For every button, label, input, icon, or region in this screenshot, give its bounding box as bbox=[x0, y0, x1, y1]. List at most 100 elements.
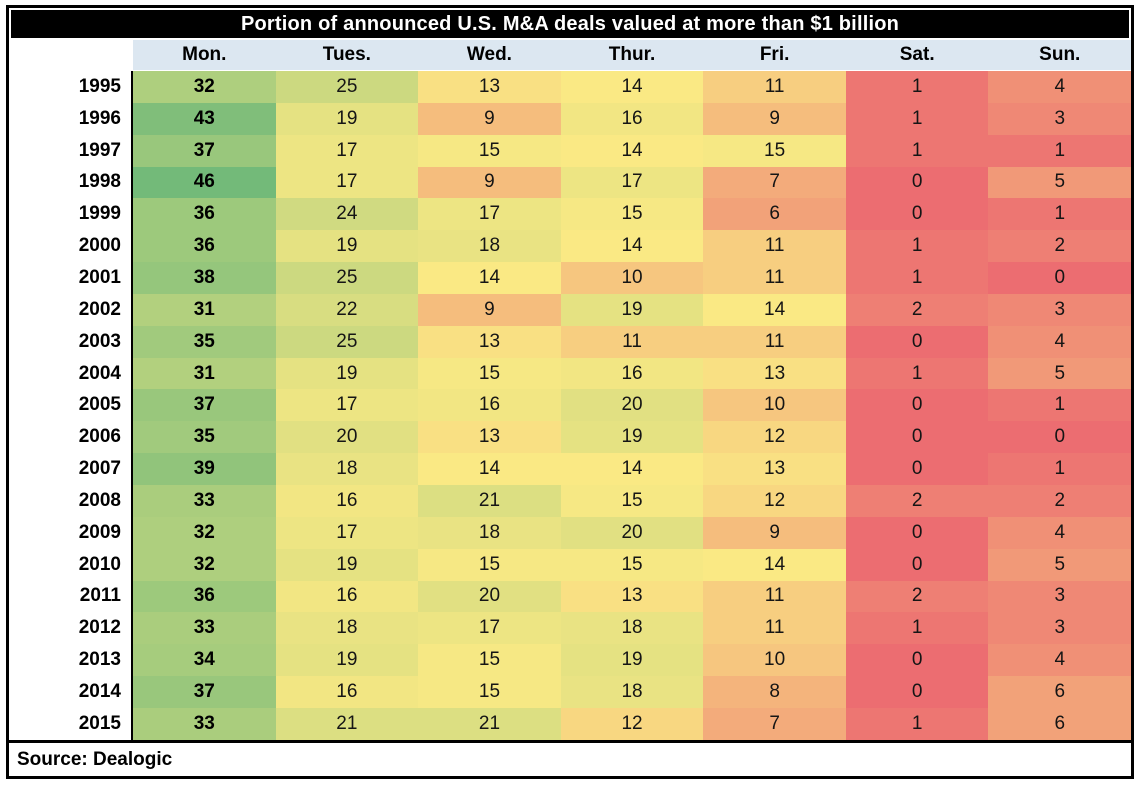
heatmap-cell: 17 bbox=[418, 198, 561, 231]
heatmap-cell: 4 bbox=[988, 516, 1132, 549]
heatmap-cell: 16 bbox=[275, 580, 419, 613]
heatmap-cell: 18 bbox=[560, 612, 704, 645]
heatmap-cell: 9 bbox=[418, 102, 561, 135]
heatmap-cell: 43 bbox=[133, 102, 276, 135]
row-header-year: 2010 bbox=[9, 548, 133, 581]
heatmap-cell: 13 bbox=[560, 580, 704, 613]
heatmap-cell: 46 bbox=[133, 166, 276, 199]
heatmap-cell: 33 bbox=[133, 707, 276, 740]
heatmap-cell: 0 bbox=[988, 262, 1132, 294]
heatmap-cell: 15 bbox=[703, 134, 846, 167]
heatmap-cell: 11 bbox=[703, 262, 846, 294]
column-header-tues: Tues. bbox=[275, 40, 419, 70]
heatmap-cell: 36 bbox=[133, 230, 276, 263]
column-header-sat: Sat. bbox=[845, 40, 989, 70]
heatmap-cell: 25 bbox=[275, 325, 419, 358]
heatmap-cell: 0 bbox=[845, 644, 989, 677]
heatmap-cell: 20 bbox=[418, 580, 561, 613]
row-header-year: 1996 bbox=[9, 102, 133, 135]
heatmap-cell: 17 bbox=[275, 516, 419, 549]
heatmap-cell: 13 bbox=[703, 357, 846, 390]
row-header-year: 1998 bbox=[9, 166, 133, 199]
table-row: 2013 34 19 15 19 10 0 4 bbox=[9, 644, 1132, 677]
table-row: 2009 32 17 18 20 9 0 4 bbox=[9, 516, 1132, 549]
table-row: 2006 35 20 13 19 12 0 0 bbox=[9, 421, 1132, 454]
heatmap-cell: 13 bbox=[418, 71, 561, 103]
heatmap-cell: 35 bbox=[133, 421, 276, 454]
heatmap-cell: 11 bbox=[703, 230, 846, 263]
table-row: 2003 35 25 13 11 11 0 4 bbox=[9, 325, 1132, 358]
heatmap-cell: 1 bbox=[845, 230, 989, 263]
heatmap-cell: 7 bbox=[703, 707, 846, 740]
row-header-year: 2014 bbox=[9, 676, 133, 708]
heatmap-cell: 0 bbox=[845, 421, 989, 454]
heatmap-cell: 31 bbox=[133, 357, 276, 390]
table-row: 1998 46 17 9 17 7 0 5 bbox=[9, 166, 1132, 199]
heatmap-cell: 39 bbox=[133, 453, 276, 485]
heatmap-cell: 14 bbox=[703, 548, 846, 581]
heatmap-cell: 20 bbox=[275, 421, 419, 454]
table-row: 2012 33 18 17 18 11 1 3 bbox=[9, 612, 1132, 645]
heatmap-cell: 3 bbox=[988, 580, 1132, 613]
table-body: 1995 32 25 13 14 11 1 4 1996 43 19 9 16 9 1 3 1997 37 17 15… bbox=[9, 71, 1132, 740]
heatmap-cell: 5 bbox=[988, 357, 1132, 390]
heatmap-cell: 25 bbox=[275, 71, 419, 103]
heatmap-cell: 14 bbox=[418, 262, 561, 294]
heatmap-cell: 7 bbox=[703, 166, 846, 199]
heatmap-cell: 15 bbox=[560, 484, 704, 517]
heatmap-cell: 0 bbox=[845, 389, 989, 422]
heatmap-cell: 0 bbox=[845, 676, 989, 708]
heatmap-cell: 2 bbox=[988, 484, 1132, 517]
table-row: 2005 37 17 16 20 10 0 1 bbox=[9, 389, 1132, 422]
heatmap-cell: 14 bbox=[560, 71, 704, 103]
heatmap-cell: 32 bbox=[133, 548, 276, 581]
heatmap-cell: 15 bbox=[560, 548, 704, 581]
heatmap-cell: 0 bbox=[845, 325, 989, 358]
row-header-year: 2006 bbox=[9, 421, 133, 454]
table-row: 2007 39 18 14 14 13 0 1 bbox=[9, 453, 1132, 485]
heatmap-cell: 19 bbox=[275, 644, 419, 677]
heatmap-cell: 9 bbox=[703, 516, 846, 549]
heatmap-cell: 1 bbox=[988, 389, 1132, 422]
heatmap-cell: 1 bbox=[845, 262, 989, 294]
heatmap-cell: 14 bbox=[560, 134, 704, 167]
table-row: 2008 33 16 21 15 12 2 2 bbox=[9, 484, 1132, 517]
heatmap-cell: 34 bbox=[133, 644, 276, 677]
heatmap-cell: 21 bbox=[418, 707, 561, 740]
heatmap-cell: 6 bbox=[703, 198, 846, 231]
heatmap-cell: 25 bbox=[275, 262, 419, 294]
heatmap-cell: 14 bbox=[418, 453, 561, 485]
heatmap-cell: 4 bbox=[988, 644, 1132, 677]
heatmap-cell: 16 bbox=[418, 389, 561, 422]
table-row: 1999 36 24 17 15 6 0 1 bbox=[9, 198, 1132, 231]
heatmap-cell: 3 bbox=[988, 102, 1132, 135]
heatmap-cell: 31 bbox=[133, 293, 276, 326]
heatmap-cell: 2 bbox=[845, 580, 989, 613]
source-note: Source: Dealogic bbox=[9, 739, 1131, 776]
heatmap-cell: 3 bbox=[988, 293, 1132, 326]
table-row: 1997 37 17 15 14 15 1 1 bbox=[9, 134, 1132, 167]
heatmap-cell: 1 bbox=[988, 453, 1132, 485]
heatmap-cell: 9 bbox=[703, 102, 846, 135]
heatmap-cell: 36 bbox=[133, 198, 276, 231]
heatmap-cell: 5 bbox=[988, 548, 1132, 581]
column-header-mon: Mon. bbox=[133, 40, 276, 70]
heatmap-cell: 12 bbox=[560, 707, 704, 740]
heatmap-cell: 18 bbox=[275, 453, 419, 485]
heatmap-cell: 2 bbox=[845, 484, 989, 517]
heatmap-cell: 1 bbox=[845, 102, 989, 135]
row-header-year: 2013 bbox=[9, 644, 133, 677]
heatmap-cell: 14 bbox=[703, 293, 846, 326]
heatmap-cell: 15 bbox=[418, 134, 561, 167]
heatmap-cell: 4 bbox=[988, 325, 1132, 358]
heatmap-cell: 17 bbox=[275, 134, 419, 167]
column-header-thur: Thur. bbox=[560, 40, 704, 70]
table-row: 2014 37 16 15 18 8 0 6 bbox=[9, 676, 1132, 708]
heatmap-cell: 6 bbox=[988, 676, 1132, 708]
heatmap-cell: 17 bbox=[560, 166, 704, 199]
table-row: 2011 36 16 20 13 11 2 3 bbox=[9, 580, 1132, 613]
heatmap-cell: 3 bbox=[988, 612, 1132, 645]
heatmap-cell: 0 bbox=[988, 421, 1132, 454]
heatmap-cell: 0 bbox=[845, 453, 989, 485]
